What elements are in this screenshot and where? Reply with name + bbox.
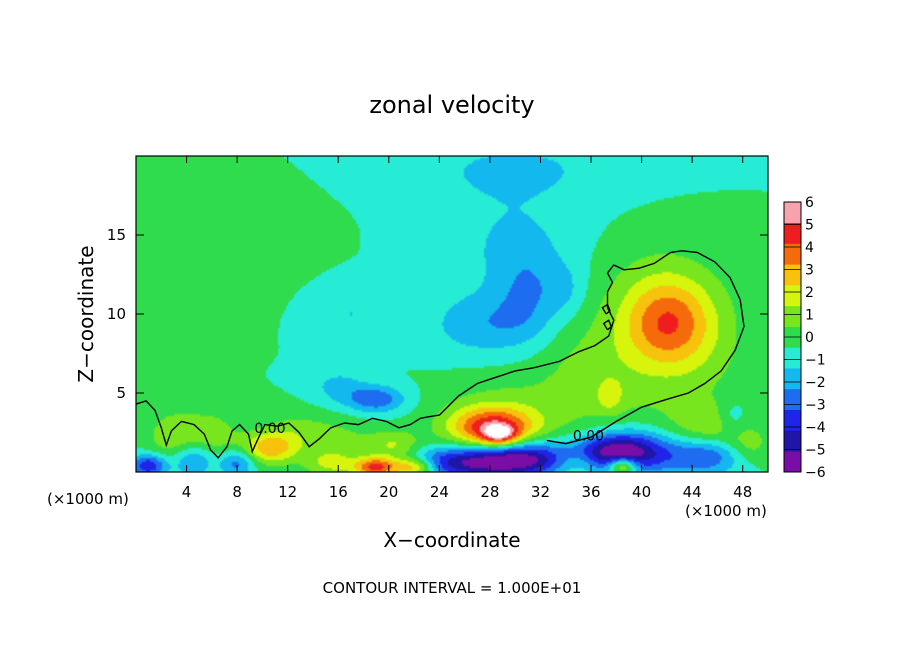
zero-contours: 0.00 0.00 xyxy=(135,250,745,459)
contour-label: 0.00 xyxy=(573,429,604,445)
colorbar-swatch xyxy=(784,409,801,431)
x-tick-label: 48 xyxy=(733,483,752,501)
colorbar-swatch xyxy=(784,368,801,390)
colorbar-label: 1 xyxy=(805,308,814,324)
contour-label: 0.00 xyxy=(254,421,285,437)
colorbar-label: −3 xyxy=(805,398,826,414)
y-tick-label: 15 xyxy=(107,226,126,244)
x-unit-left: (×1000 m) xyxy=(47,490,129,508)
x-tick-label: 40 xyxy=(632,483,651,501)
x-unit-right: (×1000 m) xyxy=(685,502,767,520)
colorbar-swatch xyxy=(784,430,801,452)
plot-area: 0.00 0.00 xyxy=(135,155,769,473)
colorbar-swatch xyxy=(784,264,801,286)
x-tick-label: 8 xyxy=(232,483,242,501)
x-tick-label: 24 xyxy=(430,483,449,501)
chart-title: zonal velocity xyxy=(369,91,534,119)
colorbar-swatch xyxy=(784,222,801,244)
colorbar-label: 0 xyxy=(805,330,814,346)
y-tick-label: 5 xyxy=(116,384,126,402)
colorbar-swatch xyxy=(784,243,801,265)
colorbar-label: 6 xyxy=(805,195,814,211)
colorbar-label: −1 xyxy=(805,353,826,369)
y-tick-label: 10 xyxy=(107,305,126,323)
x-axis-label: X−coordinate xyxy=(383,528,520,552)
x-tick-label: 44 xyxy=(683,483,702,501)
x-tick-label: 28 xyxy=(480,483,499,501)
zero-contour-line xyxy=(135,400,440,459)
colorbar-label: −5 xyxy=(805,443,826,459)
colorbar-label: 4 xyxy=(805,240,814,256)
x-tick-label: 32 xyxy=(531,483,550,501)
y-axis-label: Z−coordinate xyxy=(74,245,98,382)
zero-contour-line xyxy=(602,319,613,331)
colorbar-label: 3 xyxy=(805,263,814,279)
colorbar-swatch xyxy=(784,388,801,410)
x-axis-ticks: 4 8 12 16 20 24 28 32 36 40 44 48 xyxy=(182,156,752,501)
colorbar-swatch xyxy=(784,305,801,327)
velocity-field xyxy=(136,156,768,472)
colorbar-label: −6 xyxy=(805,465,826,481)
colorbar-swatch xyxy=(784,347,801,369)
x-tick-label: 20 xyxy=(379,483,398,501)
colorbar-label: −4 xyxy=(805,420,826,436)
x-tick-label: 12 xyxy=(278,483,297,501)
x-tick-label: 16 xyxy=(329,483,348,501)
contour-interval-note: CONTOUR INTERVAL = 1.000E+01 xyxy=(323,579,582,597)
colorbar-label: 2 xyxy=(805,285,814,301)
colorbar-swatch xyxy=(784,285,801,307)
x-tick-label: 4 xyxy=(182,483,192,501)
colorbar-swatch xyxy=(784,202,801,224)
x-tick-label: 36 xyxy=(581,483,600,501)
colorbar-label: 5 xyxy=(805,218,814,234)
colorbar: −6 −5 −4 −3 −2 −1 0 1 2 3 4 5 6 xyxy=(783,195,826,481)
colorbar-label: −2 xyxy=(805,375,826,391)
zero-contour-line xyxy=(601,303,611,315)
zero-contour-line xyxy=(438,250,745,445)
y-axis-ticks: 5 10 15 xyxy=(107,226,768,402)
colorbar-swatch xyxy=(784,451,801,473)
